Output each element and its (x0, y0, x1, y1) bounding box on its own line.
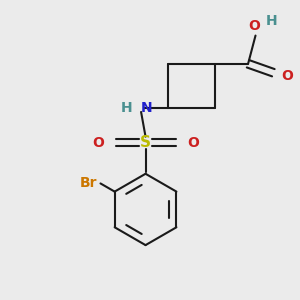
Text: H: H (121, 101, 132, 116)
Text: S: S (140, 135, 151, 150)
Text: N: N (141, 101, 153, 116)
Text: O: O (281, 69, 293, 83)
Text: O: O (93, 136, 104, 150)
Text: H: H (266, 14, 278, 28)
Text: Br: Br (80, 176, 98, 190)
Text: O: O (187, 136, 199, 150)
Text: O: O (248, 19, 260, 33)
